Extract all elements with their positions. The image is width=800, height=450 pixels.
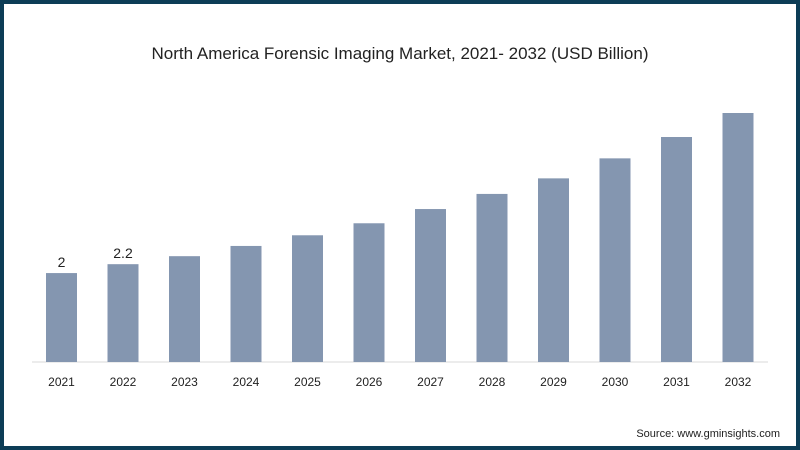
x-tick-label: 2029 (540, 375, 567, 389)
x-tick-label: 2026 (356, 375, 383, 389)
bar-2032 (722, 113, 754, 362)
x-tick-label: 2021 (48, 375, 75, 389)
bar-2027 (415, 209, 446, 362)
bar-2031 (661, 137, 692, 362)
bar-2025 (292, 235, 323, 362)
chart-title: North America Forensic Imaging Market, 2… (151, 44, 649, 63)
x-tick-label: 2022 (110, 375, 137, 389)
bar-2021 (46, 273, 77, 362)
bar-2028 (476, 193, 508, 362)
bar-2026 (353, 223, 385, 362)
x-tick-label: 2024 (233, 375, 260, 389)
bar-2030 (599, 158, 631, 362)
bar-2022 (107, 264, 139, 362)
bar-2023 (169, 256, 200, 362)
x-tick-label: 2030 (602, 375, 629, 389)
bar-2024 (230, 245, 262, 362)
bar-2029 (538, 178, 569, 362)
data-label: 2.2 (113, 245, 133, 261)
data-label: 2 (58, 254, 66, 270)
x-tick-label: 2027 (417, 375, 444, 389)
x-tick-label: 2028 (479, 375, 506, 389)
source-note: Source: www.gminsights.com (636, 428, 780, 440)
x-tick-label: 2032 (725, 375, 752, 389)
x-tick-label: 2025 (294, 375, 321, 389)
x-tick-label: 2023 (171, 375, 198, 389)
x-tick-label: 2031 (663, 375, 690, 389)
